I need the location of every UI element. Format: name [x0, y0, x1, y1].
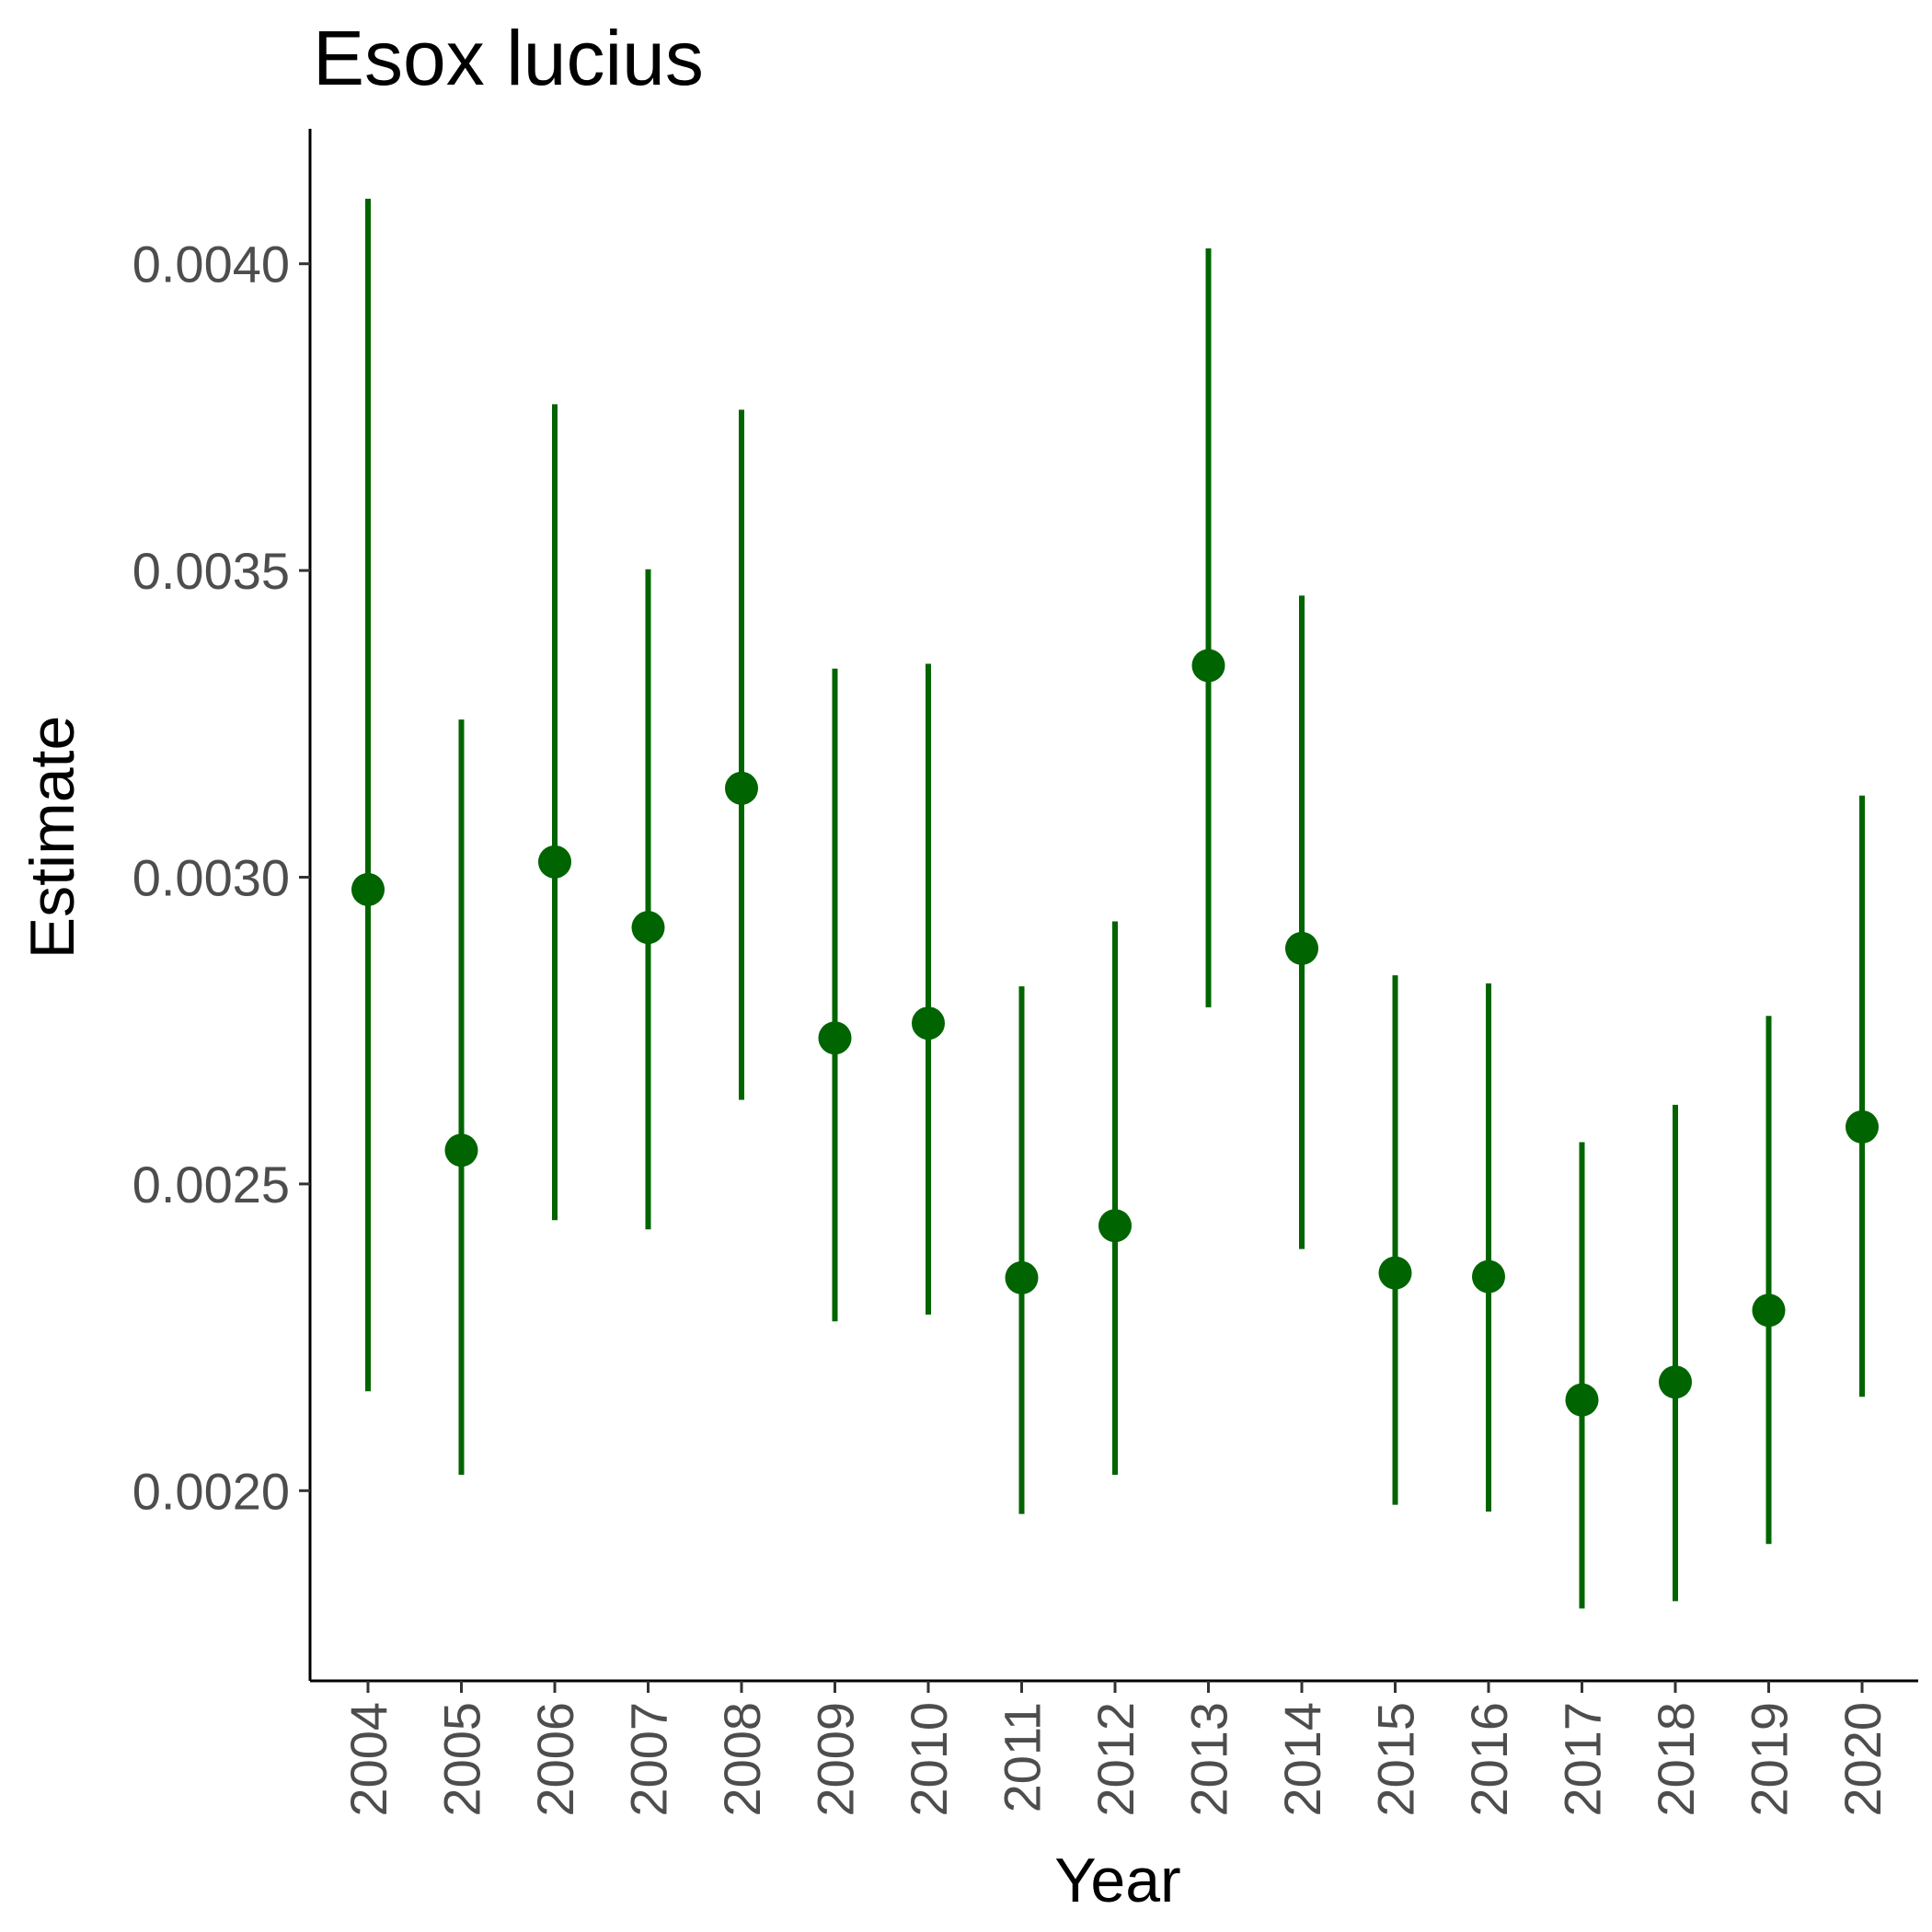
estimate-point [1472, 1259, 1505, 1294]
y-tick-label: 0.0035 [132, 542, 290, 600]
chart-title: Esox lucius [313, 15, 704, 101]
x-tick-label: 2011 [994, 1702, 1052, 1812]
estimate-point [725, 771, 758, 805]
estimate-point [1846, 1110, 1879, 1144]
x-tick-label: 2004 [339, 1702, 397, 1817]
x-tick-label: 2017 [1554, 1702, 1612, 1817]
estimate-point [351, 872, 385, 906]
estimate-point [912, 1006, 945, 1041]
estimate-point [1565, 1383, 1599, 1417]
x-tick-label: 2007 [620, 1702, 678, 1817]
y-tick-label: 0.0030 [132, 848, 290, 906]
x-tick-label: 2018 [1647, 1702, 1705, 1817]
y-tick-label: 0.0020 [132, 1462, 290, 1520]
x-tick-label: 2015 [1367, 1702, 1425, 1817]
estimate-point [1659, 1365, 1692, 1399]
x-tick-label: 2020 [1834, 1702, 1892, 1817]
y-axis-title: Estimate [17, 716, 87, 960]
estimate-point [631, 911, 665, 945]
estimate-point [1285, 931, 1318, 965]
x-tick-label: 2013 [1180, 1702, 1238, 1817]
estimate-point [1005, 1260, 1039, 1294]
x-tick-label: 2006 [526, 1702, 584, 1817]
y-tick-label: 0.0040 [132, 236, 290, 293]
x-tick-label: 2009 [807, 1702, 865, 1817]
data-marks [351, 199, 1879, 1609]
x-tick-label: 2010 [900, 1702, 958, 1817]
y-tick-label: 0.0025 [132, 1156, 290, 1213]
x-tick-label: 2019 [1741, 1702, 1799, 1817]
estimate-point [1752, 1294, 1786, 1328]
y-ticks: 0.0020 0.0025 0.0030 0.0035 0.0040 [132, 236, 310, 1520]
estimate-point [1378, 1256, 1412, 1290]
x-tick-label: 2008 [713, 1702, 771, 1817]
estimate-point [444, 1133, 478, 1167]
x-tick-label: 2005 [433, 1702, 491, 1817]
x-axis-title: Year [1054, 1846, 1180, 1915]
estimate-point [818, 1021, 852, 1055]
estimate-point [1098, 1209, 1132, 1243]
x-tick-label: 2012 [1087, 1702, 1144, 1817]
x-tick-label: 2016 [1460, 1702, 1518, 1817]
x-tick-label: 2014 [1273, 1702, 1331, 1817]
estimate-point [538, 845, 571, 879]
estimate-point [1191, 649, 1225, 683]
x-ticks: 2004 2005 2006 2007 2008 2009 2010 2011 2012 2013… [339, 1681, 1892, 1817]
